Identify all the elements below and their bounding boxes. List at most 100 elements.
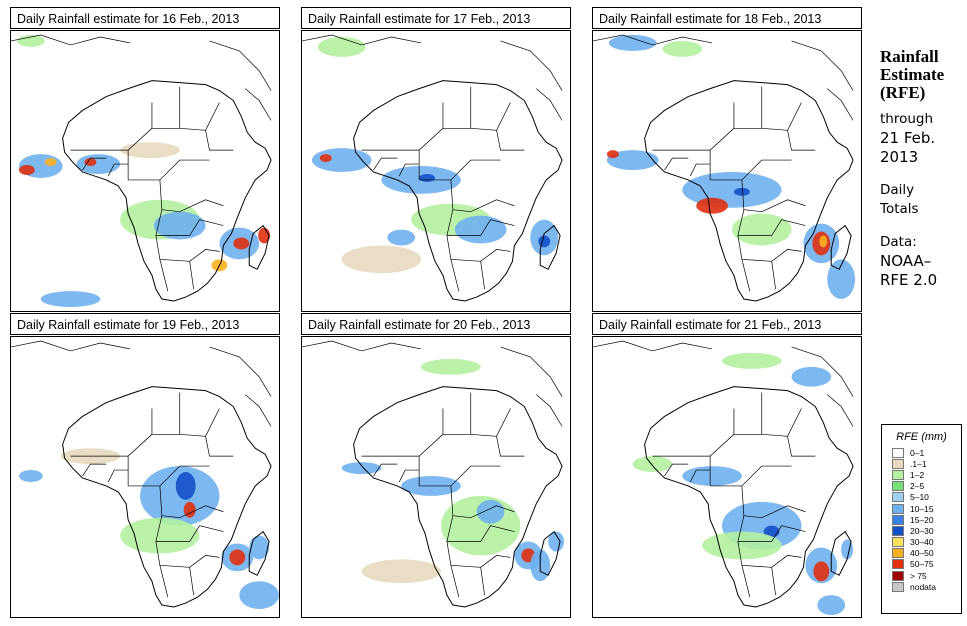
- map-svg: [593, 34, 856, 302]
- country-border: [480, 261, 485, 290]
- legend-label: 2–5: [910, 481, 925, 492]
- legend-label: 5–10: [910, 492, 929, 503]
- africa-coastline: [62, 80, 272, 302]
- panel-title: Daily Rainfall estimate for 18 Feb., 201…: [592, 7, 862, 29]
- rainfall-area: [682, 466, 742, 486]
- rainfall-area: [361, 559, 441, 584]
- through-text: through: [880, 111, 934, 127]
- legend-label: 30–40: [910, 537, 934, 548]
- madagascar-coastline: [539, 224, 561, 270]
- country-border: [771, 567, 776, 596]
- rainfall-layer: [18, 448, 279, 610]
- rainfall-area: [731, 213, 792, 246]
- country-border: [733, 86, 763, 129]
- country-border: [205, 102, 220, 131]
- rainfall-area: [16, 35, 45, 47]
- map-svg: [593, 340, 854, 615]
- legend-swatch: [892, 525, 904, 536]
- side-title-line: Estimate: [880, 65, 945, 84]
- country-border: [664, 463, 689, 477]
- legend-item: 50–75: [882, 559, 961, 570]
- rainfall-area: [44, 158, 57, 167]
- map-panel-20-feb: Daily Rainfall estimate for 20 Feb., 201…: [301, 313, 571, 618]
- rainfall-area: [84, 158, 97, 167]
- rainfall-area: [702, 531, 782, 560]
- data-source-version: RFE 2.0: [880, 271, 938, 289]
- northern-coastline: [593, 34, 854, 121]
- rainfall-layer: [341, 358, 565, 584]
- africa-coastline: [644, 80, 854, 302]
- rainfall-area: [606, 150, 659, 171]
- legend-swatch: [892, 537, 904, 548]
- rainfall-area: [18, 165, 35, 175]
- rainfall-area: [76, 154, 121, 174]
- legend-title: RFE (mm): [896, 431, 947, 443]
- rainfall-area: [183, 501, 196, 518]
- country-border: [128, 159, 210, 181]
- country-border: [419, 465, 501, 487]
- rainfall-area: [421, 358, 481, 375]
- rainfall-layer: [311, 37, 559, 274]
- country-border: [189, 567, 194, 596]
- through-year: 2013: [880, 148, 919, 166]
- legend-swatch: [892, 514, 904, 525]
- country-border: [159, 259, 169, 292]
- totals-label: Totals: [880, 201, 919, 217]
- rainfall-area: [249, 535, 270, 560]
- rainfall-layer: [606, 35, 856, 300]
- legend-label: 10–15: [910, 503, 934, 514]
- legend-swatch: [892, 503, 904, 514]
- rainfall-legend: RFE (mm) 0–1.1–1 1–2 2–5 5–10 10–15 15–20 20–3…: [881, 424, 962, 614]
- country-border: [398, 163, 420, 177]
- map-svg: [302, 34, 563, 302]
- legend-label: .1–1: [910, 458, 927, 469]
- northern-coastline: [593, 340, 854, 427]
- rainfall-area: [696, 197, 728, 214]
- country-border: [470, 127, 525, 151]
- legend-swatch: [892, 469, 904, 480]
- rainfall-area: [817, 595, 846, 615]
- side-description: Rainfall Estimate (RFE) through 21 Feb. …: [880, 48, 965, 290]
- rainfall-area: [319, 154, 332, 163]
- country-border: [361, 102, 444, 151]
- data-source: NOAA–: [880, 252, 932, 270]
- rainfall-area: [476, 499, 505, 524]
- country-border: [107, 163, 129, 177]
- country-border: [741, 179, 806, 213]
- madagascar-coastline: [248, 530, 270, 576]
- country-border: [151, 392, 181, 435]
- madagascar-coastline: [830, 530, 852, 576]
- panel-title: Daily Rainfall estimate for 17 Feb., 201…: [301, 7, 571, 29]
- rainfall-area: [419, 173, 436, 182]
- rainfall-area: [120, 142, 180, 159]
- rainfall-area: [120, 517, 200, 554]
- panel-title: Daily Rainfall estimate for 16 Feb., 201…: [10, 7, 280, 29]
- rainfall-area: [233, 237, 250, 250]
- madagascar-coastline: [539, 530, 561, 576]
- rainfall-layer: [632, 352, 854, 615]
- country-border: [689, 469, 711, 483]
- rainfall-area: [722, 352, 782, 369]
- side-title: Rainfall Estimate (RFE): [880, 48, 965, 102]
- africa-coastline: [353, 80, 563, 302]
- rainfall-area: [608, 35, 657, 51]
- daily-label: Daily: [880, 182, 915, 198]
- legend-item: 15–20: [882, 514, 961, 525]
- legend-item: 5–10: [882, 492, 961, 503]
- country-border: [159, 179, 224, 213]
- legend-item: 20–30: [882, 525, 961, 536]
- rainfall-area: [387, 229, 416, 246]
- africa-coastline: [353, 386, 563, 608]
- legend-item: 10–15: [882, 503, 961, 514]
- legend-swatch: [892, 548, 904, 559]
- legend-swatch: [892, 481, 904, 492]
- map-svg: [11, 34, 272, 307]
- country-border: [398, 469, 420, 483]
- rainfall-area: [606, 150, 619, 159]
- side-title-line: (RFE): [880, 83, 926, 102]
- country-border: [737, 209, 806, 236]
- madagascar-coastline: [248, 224, 270, 270]
- country-border: [652, 102, 735, 151]
- legend-label: 40–50: [910, 548, 934, 559]
- country-border: [419, 159, 501, 181]
